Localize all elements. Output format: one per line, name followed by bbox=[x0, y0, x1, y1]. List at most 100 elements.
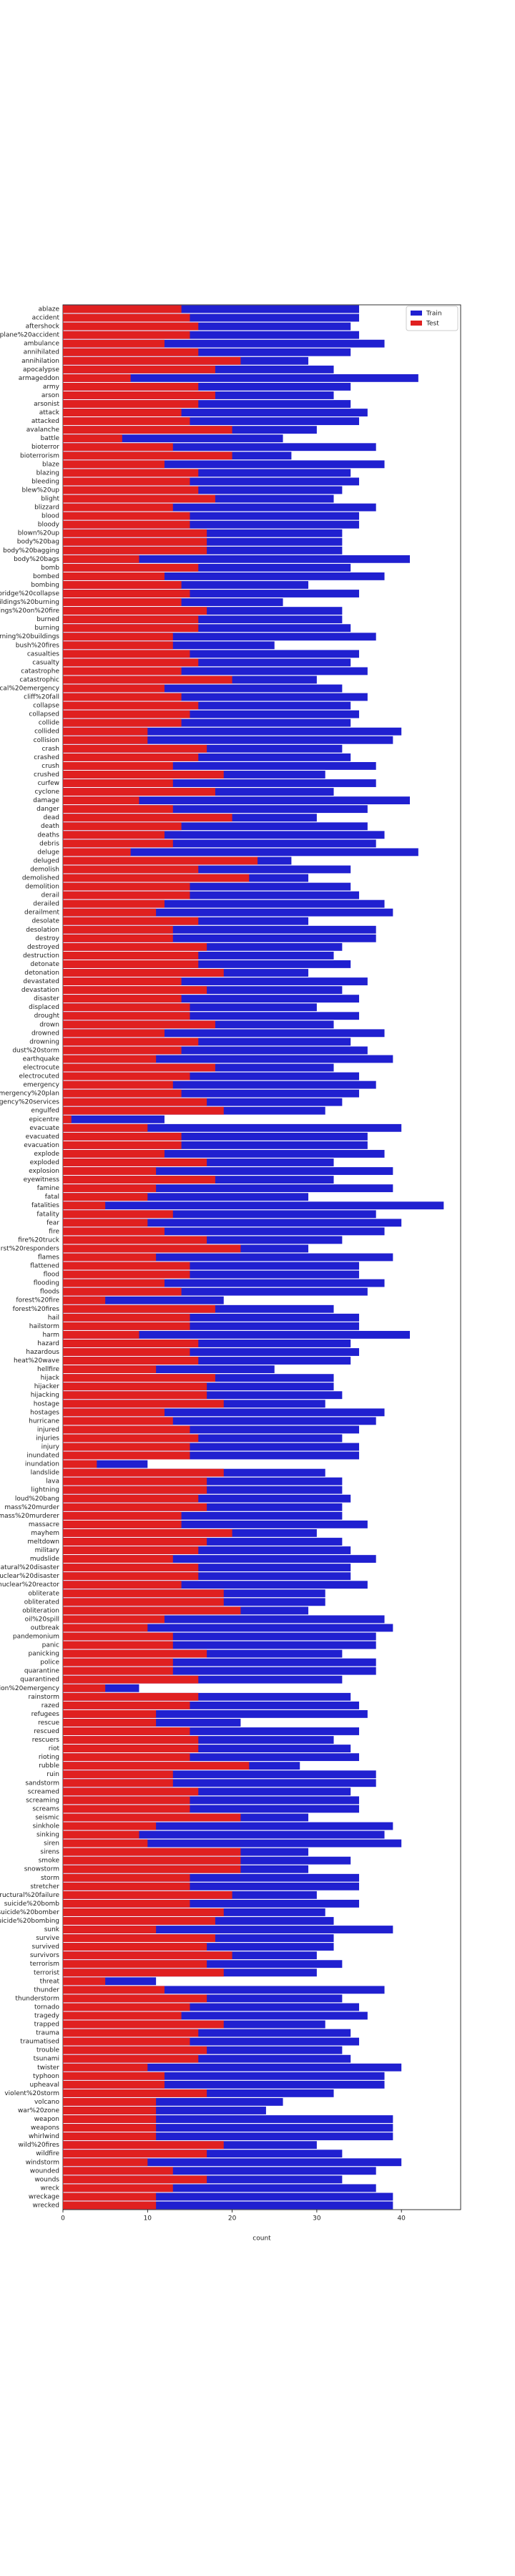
bar bbox=[63, 1753, 190, 1762]
bar bbox=[63, 633, 376, 641]
bar bbox=[63, 1132, 182, 1141]
bar bbox=[63, 1926, 393, 1933]
y-tick-label: violent%20storm bbox=[4, 2090, 59, 2097]
y-tick-label: razed bbox=[41, 1702, 59, 1709]
bar bbox=[63, 546, 207, 555]
bar bbox=[63, 1986, 385, 1994]
bar bbox=[63, 1227, 165, 1236]
bar bbox=[63, 2167, 173, 2175]
bar bbox=[63, 633, 173, 641]
bar bbox=[63, 2132, 393, 2141]
y-tick-label: screams bbox=[32, 1805, 59, 1813]
bar bbox=[63, 1193, 148, 1201]
bar bbox=[63, 503, 376, 512]
bar bbox=[63, 452, 232, 460]
y-tick-label: wrecked bbox=[33, 2202, 60, 2209]
bar bbox=[63, 1141, 182, 1149]
bar bbox=[63, 1262, 190, 1270]
bar bbox=[63, 1511, 182, 1520]
bar bbox=[63, 2184, 376, 2192]
y-tick-label: riot bbox=[49, 1745, 60, 1752]
bar bbox=[63, 1365, 275, 1374]
y-tick-label: arsonist bbox=[34, 401, 59, 408]
bar bbox=[63, 1270, 360, 1279]
y-tick-label: windstorm bbox=[26, 2159, 59, 2166]
bar bbox=[63, 693, 182, 701]
bar bbox=[63, 1822, 393, 1830]
bar bbox=[63, 1865, 241, 1873]
bar bbox=[63, 1425, 360, 1434]
bar bbox=[63, 839, 173, 848]
bar bbox=[63, 1770, 376, 1779]
y-tick-label: hijacking bbox=[31, 1392, 59, 1399]
y-tick-label: trauma bbox=[36, 2030, 59, 2037]
y-tick-label: outbreak bbox=[31, 1624, 60, 1631]
y-tick-label: survived bbox=[32, 1943, 60, 1951]
y-tick-label: bombed bbox=[33, 573, 59, 580]
y-tick-label: rainstorm bbox=[29, 1694, 59, 1701]
bar bbox=[63, 822, 368, 831]
bar bbox=[63, 2158, 402, 2167]
bar bbox=[63, 555, 411, 563]
y-tick-label: oil%20spill bbox=[25, 1616, 59, 1623]
y-tick-label: deluge bbox=[37, 849, 59, 856]
bar bbox=[63, 718, 351, 727]
bar bbox=[63, 917, 199, 925]
bar bbox=[63, 503, 173, 512]
bar bbox=[63, 460, 165, 469]
bar bbox=[63, 1882, 190, 1890]
y-tick-label: harm bbox=[42, 1332, 59, 1339]
bar bbox=[63, 460, 385, 469]
y-tick-label: apocalypse bbox=[23, 366, 59, 374]
y-tick-label: loud%20bang bbox=[15, 1496, 59, 1503]
y-tick-label: devastated bbox=[23, 978, 59, 985]
bar bbox=[63, 1434, 343, 1443]
bar bbox=[63, 2192, 157, 2201]
y-tick-label: battle bbox=[41, 435, 60, 442]
y-tick-label: rescuers bbox=[32, 1737, 60, 1744]
bar bbox=[63, 563, 351, 572]
bar bbox=[63, 1072, 190, 1080]
bar bbox=[63, 1296, 106, 1304]
y-tick-label: catastrophic bbox=[19, 676, 59, 683]
y-tick-label: flattened bbox=[30, 1263, 59, 1270]
bar bbox=[63, 1115, 165, 1123]
bar bbox=[63, 2124, 393, 2132]
y-tick-label: derailed bbox=[33, 901, 59, 908]
bar bbox=[63, 1417, 173, 1425]
bar bbox=[63, 1167, 393, 1175]
bar bbox=[63, 1641, 376, 1649]
y-tick-label: snowstorm bbox=[24, 1866, 59, 1873]
bar bbox=[63, 753, 351, 761]
bar bbox=[63, 1520, 182, 1528]
y-tick-label: ambulance bbox=[24, 341, 59, 348]
bar bbox=[63, 1719, 157, 1727]
bar bbox=[63, 1873, 190, 1882]
bar bbox=[63, 1296, 224, 1304]
y-tick-label: first%20responders bbox=[0, 1245, 59, 1252]
bar bbox=[63, 1805, 190, 1813]
bar bbox=[63, 762, 173, 770]
y-tick-label: sirens bbox=[40, 1849, 59, 1856]
bar bbox=[63, 2132, 157, 2141]
bar bbox=[63, 2124, 157, 2132]
bar bbox=[63, 1201, 106, 1210]
bar bbox=[63, 1745, 199, 1752]
y-tick-label: injuries bbox=[36, 1435, 59, 1442]
bar bbox=[63, 2046, 207, 2054]
bar bbox=[63, 1158, 207, 1166]
bar bbox=[63, 865, 351, 874]
bar bbox=[63, 1606, 241, 1615]
y-tick-label: bombing bbox=[31, 582, 59, 589]
bar bbox=[63, 2098, 157, 2106]
bar bbox=[63, 1123, 148, 1132]
y-tick-label: floods bbox=[40, 1289, 59, 1296]
bar bbox=[63, 1555, 376, 1563]
y-tick-label: suicide%20bomber bbox=[0, 1909, 59, 1916]
bar bbox=[63, 667, 182, 675]
y-tick-label: fatality bbox=[36, 1211, 59, 1218]
bar bbox=[63, 1417, 376, 1425]
y-tick-label: body%20bagging bbox=[3, 547, 59, 555]
y-tick-label: chemical%20emergency bbox=[0, 686, 60, 693]
